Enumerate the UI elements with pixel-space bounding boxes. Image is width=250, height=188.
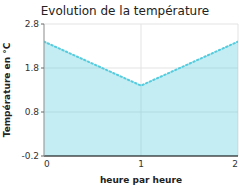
title: Evolution de la température bbox=[41, 4, 210, 18]
x-tick-label: 0 bbox=[44, 159, 50, 169]
chart: -0.2 0.8 1.8 2.8 0 1 2 Evolution de la températ… bbox=[0, 0, 250, 188]
x-tick-label: 2 bbox=[232, 159, 238, 169]
y-tick-label: 0.8 bbox=[25, 107, 40, 117]
area-line bbox=[44, 42, 238, 86]
y-axis-label: Température en °C bbox=[2, 42, 12, 137]
grid-line-y bbox=[44, 156, 238, 157]
y-tick bbox=[41, 24, 44, 25]
area-fill bbox=[44, 42, 238, 156]
grid bbox=[44, 24, 238, 156]
axes: -0.2 0.8 1.8 2.8 0 1 2 bbox=[21, 19, 238, 170]
y-tick bbox=[41, 156, 44, 157]
grid-line-x bbox=[44, 24, 45, 156]
x-tick-label: 1 bbox=[138, 159, 144, 169]
y-tick bbox=[41, 68, 44, 69]
plot-area bbox=[44, 42, 238, 156]
y-tick-label: 1.8 bbox=[25, 63, 40, 73]
y-tick-label: -0.2 bbox=[21, 151, 39, 161]
baseline bbox=[44, 155, 238, 156]
y-axis-line bbox=[44, 24, 45, 156]
x-axis-label: heure par heure bbox=[100, 175, 182, 185]
y-tick-label: 2.8 bbox=[25, 19, 40, 29]
y-tick bbox=[41, 112, 44, 113]
